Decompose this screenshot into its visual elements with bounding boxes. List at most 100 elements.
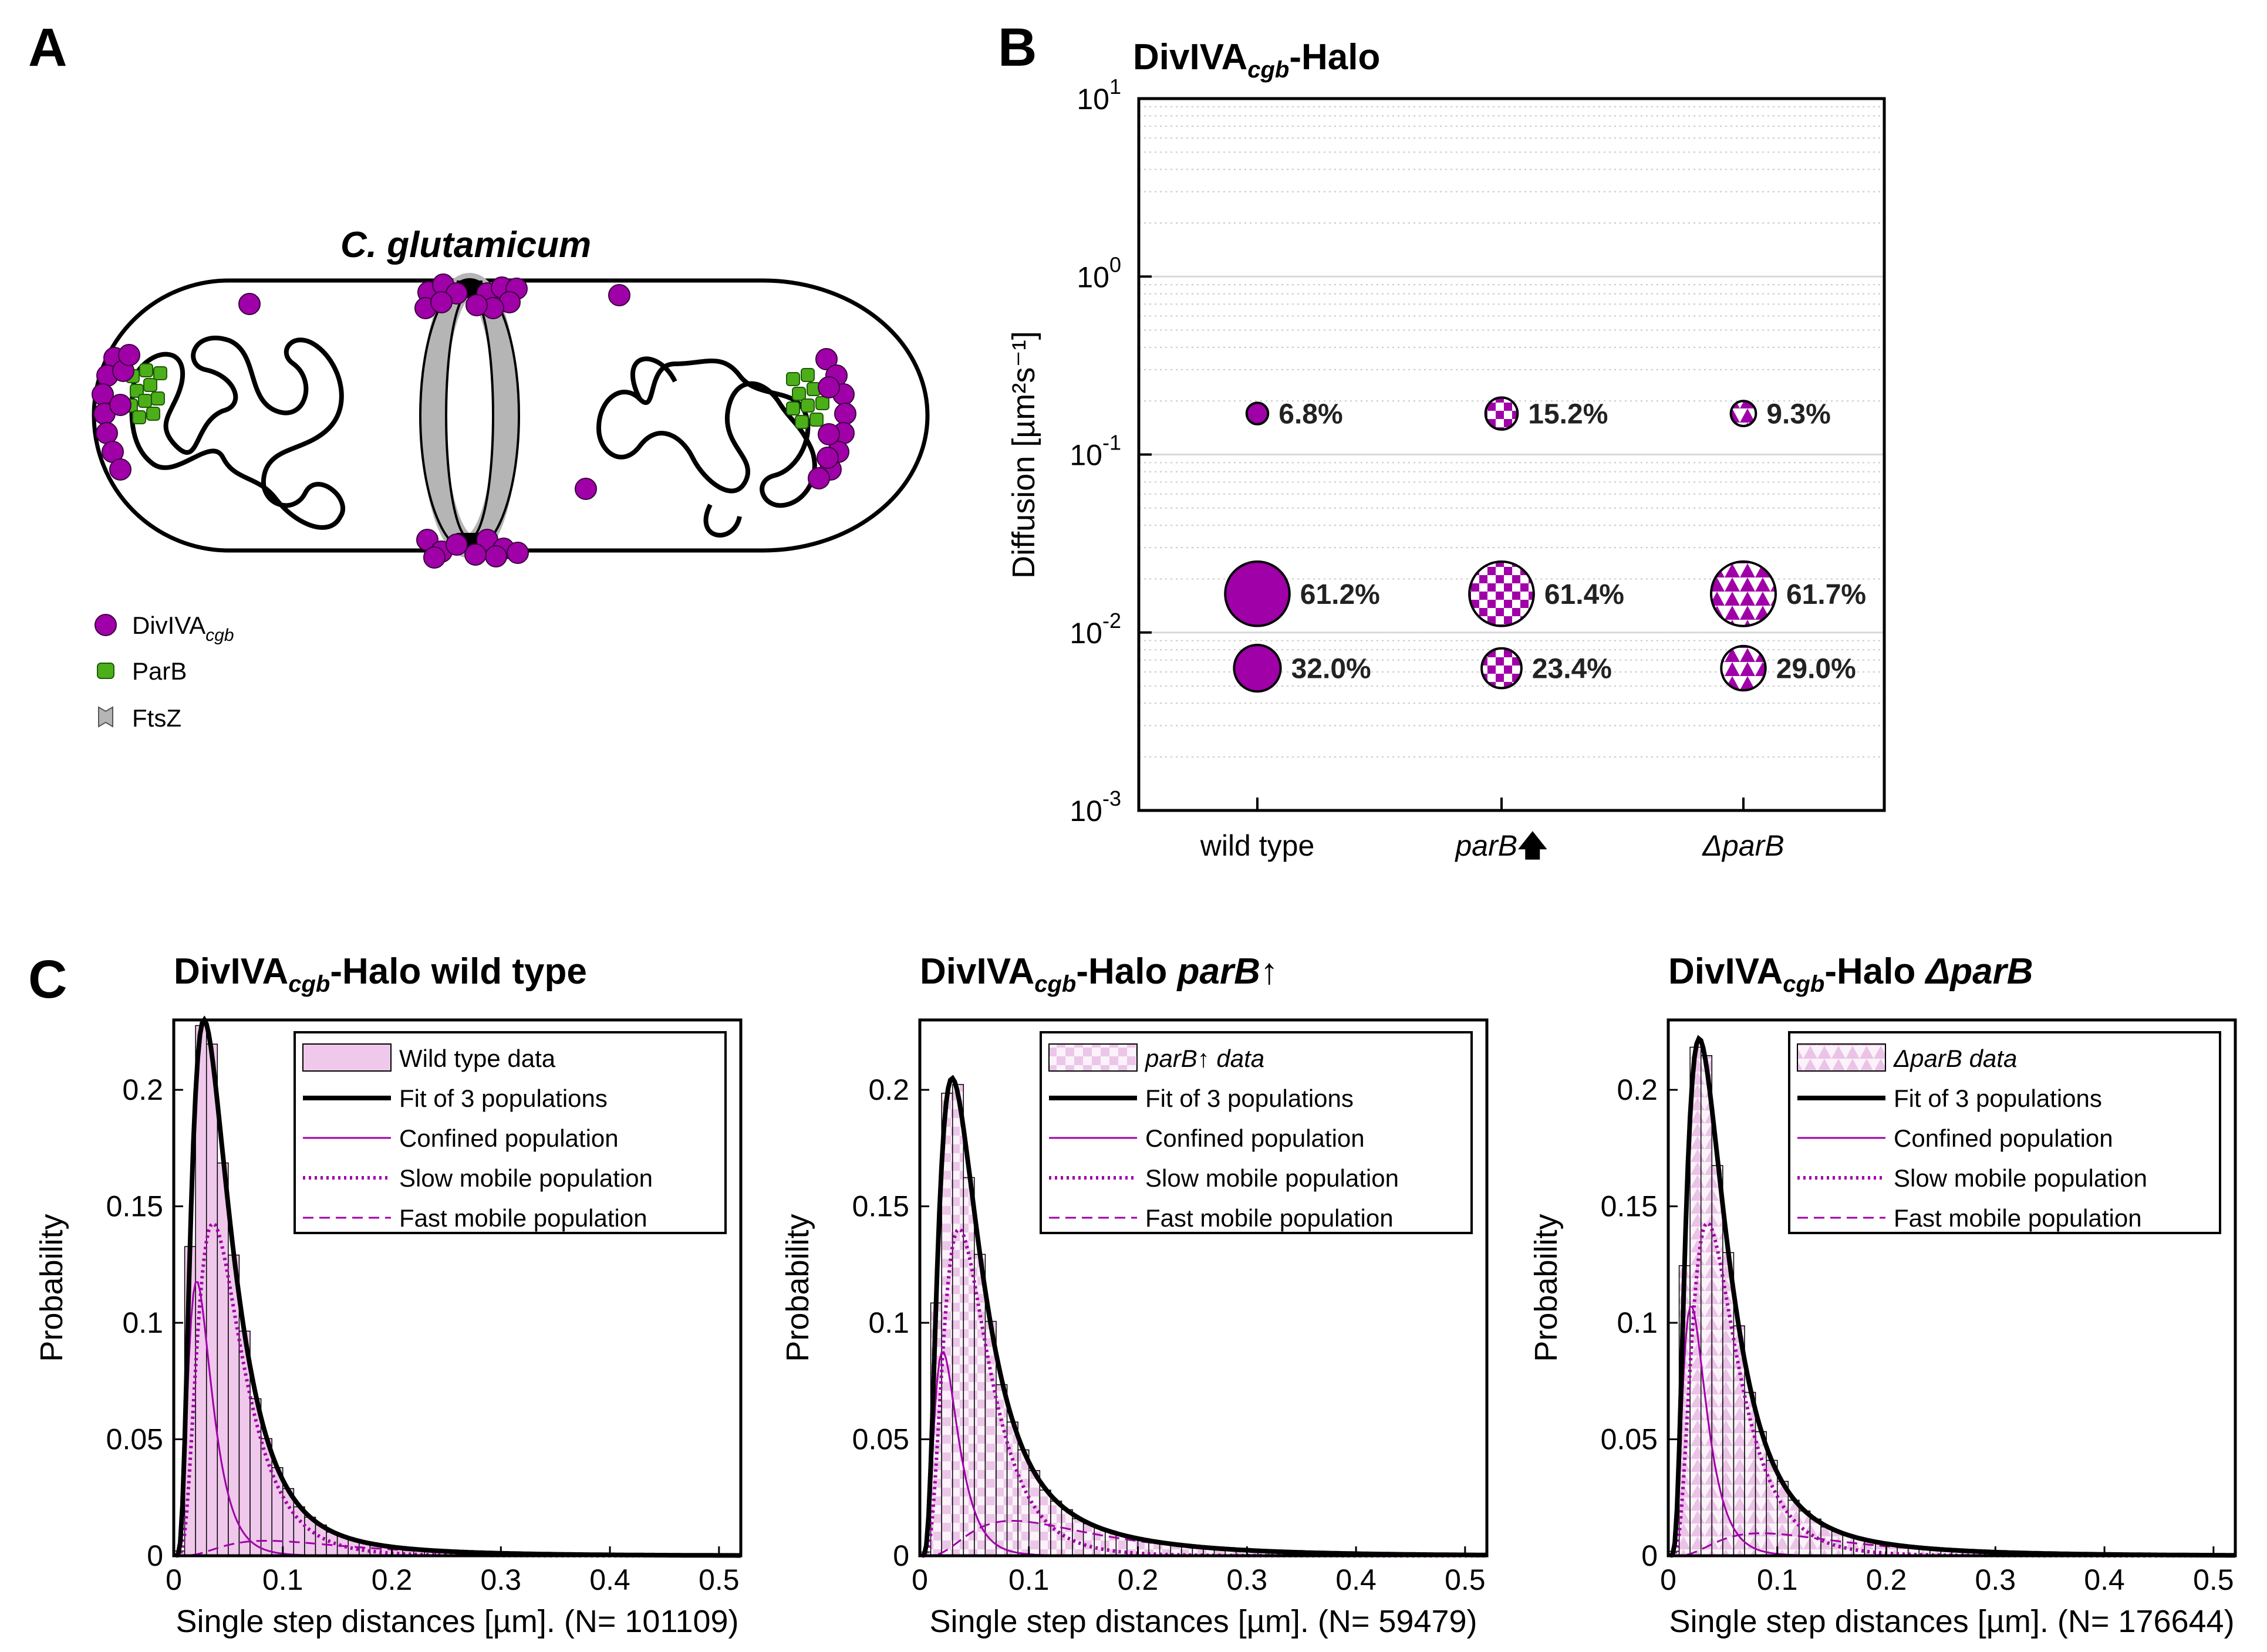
panel-b-title: DivIVAcgb-Halo xyxy=(1133,37,1380,83)
histogram-axes-box xyxy=(172,1018,743,1558)
panel-c: C DivIVAcgb-Halo wild type 0 0.1 0.2 0.3 0.4 0… xyxy=(28,950,2237,1639)
legend-label: Fit of 3 populations xyxy=(399,1085,608,1112)
y-tick-label: 0.05 xyxy=(852,1423,909,1456)
y-tick-label: 0.15 xyxy=(852,1190,909,1223)
panel-b-ticks: 101 100 10-1 10-2 10-3 xyxy=(1070,75,1745,827)
cell-illustration xyxy=(92,273,930,569)
x-tick-label: 0.3 xyxy=(481,1563,522,1596)
x-tick-label: 0.2 xyxy=(1866,1563,1907,1596)
fit-curve xyxy=(921,1075,1487,1558)
bubble-percent-label: 61.4% xyxy=(1544,579,1624,610)
bubble-percent-label: 61.7% xyxy=(1786,579,1866,610)
legend-label: Slow mobile population xyxy=(1145,1164,1399,1192)
x-tick-label: 0.5 xyxy=(1445,1563,1486,1596)
panel-a-legend: DivIVAcgb ParB FtsZ xyxy=(95,612,234,732)
histogram-bar xyxy=(249,1398,262,1556)
legend-label: Fast mobile population xyxy=(1894,1204,2142,1232)
histogram-bar xyxy=(205,1043,218,1556)
bubble-percent-label: 23.4% xyxy=(1532,654,1612,685)
histogram-axes-box xyxy=(918,1018,1489,1558)
legend-label: Fit of 3 populations xyxy=(1145,1085,1354,1112)
histogram-bar xyxy=(1050,1501,1062,1556)
histogram-bar xyxy=(1700,1055,1713,1556)
histogram-axes-box xyxy=(1666,1018,2237,1558)
histogram-bar xyxy=(963,1177,975,1556)
diffusion-bubble xyxy=(1484,396,1519,431)
y-tick-label: 0.2 xyxy=(1617,1073,1658,1106)
y-tick-label: 0.2 xyxy=(868,1073,909,1106)
x-tick-label: 0.5 xyxy=(699,1563,740,1596)
histogram-legend: parB↑ data Fit of 3 populations Confined p… xyxy=(1040,1031,1473,1234)
histogram-title: DivIVAcgb-Halo parB↑ xyxy=(920,951,1278,997)
histogram-bar xyxy=(260,1438,272,1556)
histogram-ylabel: Probability xyxy=(34,1214,69,1362)
diffusion-bubble xyxy=(1468,560,1535,627)
bubble-percent-label: 6.8% xyxy=(1278,399,1342,430)
chromosome-left xyxy=(129,335,345,530)
legend-label: Fit of 3 populations xyxy=(1894,1085,2102,1112)
bubble-percent-label: 29.0% xyxy=(1776,654,1856,685)
panel-b-category-2: ΔparB xyxy=(1702,829,1784,862)
panel-b-ylabel: Diffusion [µm²s⁻¹] xyxy=(1006,331,1041,579)
divIVA-dot-icon xyxy=(95,614,117,636)
legend-label: Fast mobile population xyxy=(399,1204,647,1232)
legend-label: Slow mobile population xyxy=(399,1164,653,1192)
x-tick-label: 0.1 xyxy=(262,1563,303,1596)
legend-label: Wild type data xyxy=(399,1045,556,1072)
diffusion-bubble xyxy=(1224,560,1291,627)
x-tick-label: 0.2 xyxy=(1118,1563,1159,1596)
x-tick-label: 0.1 xyxy=(1008,1563,1050,1596)
chromosome-right xyxy=(596,359,817,508)
panel-letter-a: A xyxy=(28,18,67,77)
histogram-bar xyxy=(1744,1391,1756,1556)
panel-b: B DivIVAcgb-Halo 101 100 10-1 10-2 10-3 Diff… xyxy=(998,18,1886,862)
y-tick-label: 0.05 xyxy=(106,1423,163,1456)
x-tick-label: 0.4 xyxy=(1335,1563,1377,1596)
x-tick-label: 0.4 xyxy=(2084,1563,2125,1596)
histogram-ylabel: Probability xyxy=(780,1214,815,1362)
histogram-legend: ΔparB data Fit of 3 populations Confined p… xyxy=(1788,1031,2221,1234)
histogram-bar xyxy=(217,1162,229,1556)
bubble-percent-label: 32.0% xyxy=(1291,654,1371,685)
y-tick-label: 0.1 xyxy=(868,1306,909,1339)
legend-swatch-data xyxy=(302,1043,392,1072)
histogram-bar xyxy=(1755,1431,1767,1556)
bubble-percent-label: 15.2% xyxy=(1528,399,1608,430)
x-tick-label: 0 xyxy=(1660,1563,1676,1596)
panel-b-grid xyxy=(1139,106,1884,758)
x-tick-label: 0.2 xyxy=(372,1563,413,1596)
legend-a-parB: ParB xyxy=(132,657,187,685)
y-tick-label: 101 xyxy=(1077,75,1121,116)
histogram-bar xyxy=(1039,1489,1051,1556)
y-tick-label: 0.1 xyxy=(1617,1306,1658,1339)
y-tick-label: 0.15 xyxy=(1601,1190,1658,1223)
histogram-bar xyxy=(1082,1523,1095,1556)
legend-label: parB↑ data xyxy=(1144,1045,1264,1072)
legend-swatch-data xyxy=(1797,1043,1886,1072)
diffusion-bubble xyxy=(1710,560,1777,627)
histogram-bar xyxy=(293,1506,305,1556)
histogram-wild-type: DivIVAcgb-Halo wild type 0 0.1 0.2 0.3 0.4 0.5… xyxy=(34,951,743,1639)
panel-b-category-0: wild type xyxy=(1200,829,1315,862)
parB-cluster-right xyxy=(786,368,829,429)
legend-label: Confined population xyxy=(1145,1124,1365,1152)
legend-a-ftsZ: FtsZ xyxy=(132,704,181,732)
y-tick-label: 0.1 xyxy=(122,1306,163,1339)
y-tick-label: 0 xyxy=(893,1539,909,1572)
bubble-percent-label: 61.2% xyxy=(1300,579,1380,610)
histogram-bar xyxy=(1072,1518,1084,1556)
histogram-title: DivIVAcgb-Halo wild type xyxy=(174,951,587,997)
y-tick-label: 0.05 xyxy=(1601,1423,1658,1456)
histogram-legend: Wild type data Fit of 3 populations Confin… xyxy=(294,1031,727,1234)
legend-label: Fast mobile population xyxy=(1145,1204,1394,1232)
diffusion-bubble xyxy=(1245,401,1270,425)
x-tick-label: 0.5 xyxy=(2193,1563,2234,1596)
histogram-title: DivIVAcgb-Halo ΔparB xyxy=(1668,951,2033,997)
panel-a: A C. glutamicum xyxy=(28,18,930,732)
histogram-bar xyxy=(1061,1509,1073,1556)
histogram-bar xyxy=(1787,1499,1800,1556)
diffusion-bubble xyxy=(1480,647,1523,690)
panel-b-category-1: parB🡅 xyxy=(1454,829,1547,862)
y-tick-label: 10-2 xyxy=(1070,609,1121,650)
